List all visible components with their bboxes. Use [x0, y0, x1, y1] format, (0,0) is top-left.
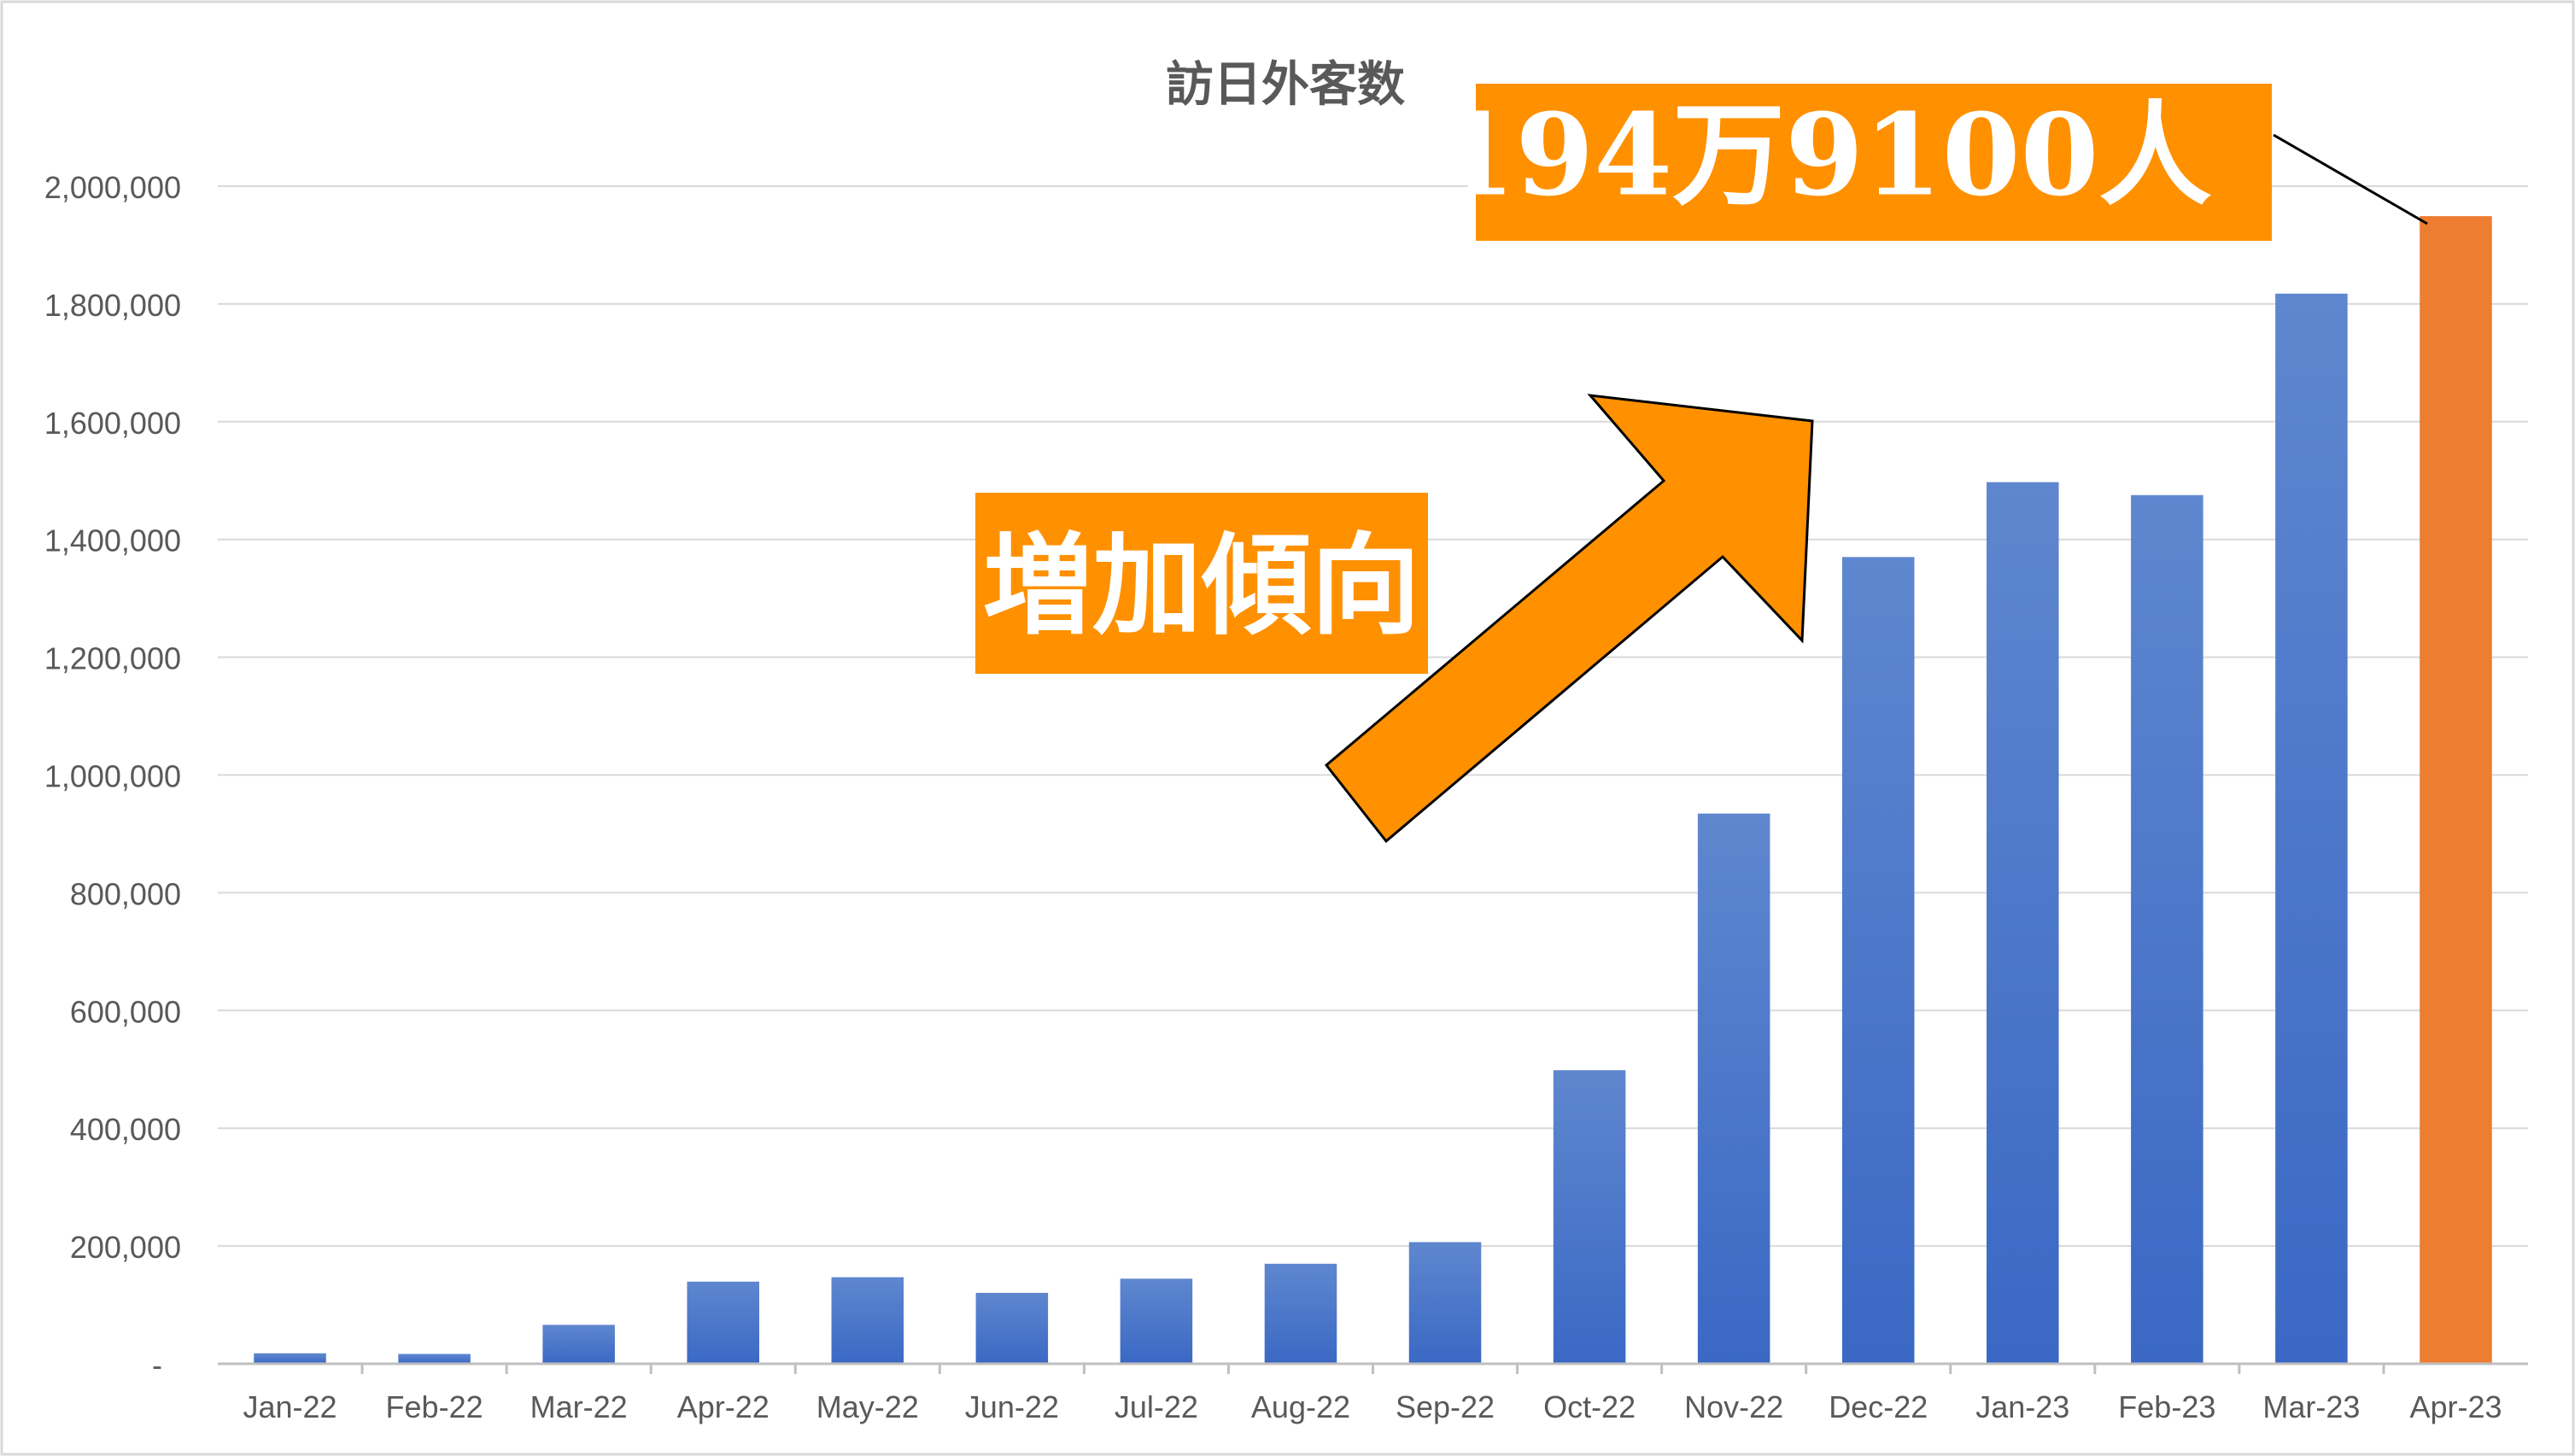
x-tick-label: Feb-23 [2118, 1389, 2215, 1424]
x-tick-label: Jun-22 [965, 1389, 1059, 1424]
y-tick-label: - [152, 1348, 162, 1383]
bar-Jun-22 [975, 1292, 1049, 1364]
x-tick-label: May-22 [816, 1389, 919, 1424]
x-tick-label: Mar-22 [530, 1389, 628, 1424]
x-tick-label: Jan-22 [243, 1389, 337, 1424]
bar-Mar-22 [542, 1324, 615, 1364]
x-tick-label: Aug-22 [1251, 1389, 1350, 1424]
y-tick-label: 2,000,000 [44, 170, 181, 205]
bar-Apr-23 [2420, 216, 2492, 1364]
bar-Feb-23 [2131, 494, 2203, 1364]
y-tick-label: 1,000,000 [44, 759, 181, 794]
bar-Jan-23 [1987, 482, 2059, 1365]
x-axis-ticks: Jan-22 Feb-22 Mar-22 Apr-22 May-22 Jun-22 Jul-… [243, 1364, 2502, 1424]
bar-Dec-22 [1841, 557, 1915, 1364]
bar-Nov-22 [1697, 813, 1770, 1364]
bar-Apr-22 [687, 1281, 759, 1364]
x-tick-label: Dec-22 [1829, 1389, 1928, 1424]
x-tick-label: Sep-22 [1396, 1389, 1495, 1424]
y-tick-label: 1,400,000 [44, 523, 181, 558]
x-tick-label: Oct-22 [1543, 1389, 1636, 1424]
bars [254, 216, 2492, 1365]
bar-Jul-22 [1120, 1278, 1193, 1364]
trend-callout-text: 増加傾向 [983, 522, 1420, 650]
bar-Sep-22 [1408, 1242, 1482, 1364]
y-tick-label: 400,000 [70, 1112, 181, 1147]
x-tick-label: Apr-22 [677, 1389, 770, 1424]
bar-May-22 [831, 1277, 904, 1364]
x-tick-label: Nov-22 [1684, 1389, 1783, 1424]
value-callout-box [1476, 84, 2272, 241]
bar-Oct-22 [1553, 1070, 1626, 1364]
bar-Aug-22 [1264, 1263, 1337, 1364]
y-tick-label: 800,000 [70, 876, 181, 911]
y-tick-label: 1,600,000 [44, 406, 181, 441]
chart-title: 訪日外客数 [1166, 57, 1405, 111]
bar-Feb-22 [398, 1354, 471, 1364]
y-tick-label: 200,000 [70, 1230, 181, 1265]
callout-leader-line [2273, 133, 2428, 225]
x-tick-label: Apr-23 [2409, 1389, 2502, 1424]
x-tick-label: Feb-22 [386, 1389, 483, 1424]
x-tick-label: Mar-23 [2262, 1389, 2360, 1424]
bar-Jan-22 [254, 1353, 326, 1364]
x-tick-label: Jul-22 [1115, 1389, 1198, 1424]
trend-callout-box [975, 493, 1428, 674]
y-tick-label: 1,800,000 [44, 288, 181, 323]
y-tick-label: 1,200,000 [44, 641, 181, 676]
y-axis-ticks: - 200,000 400,000 600,000 800,000 1,000,000 1,… [44, 170, 181, 1383]
bar-Mar-23 [2275, 293, 2348, 1364]
y-tick-label: 600,000 [70, 994, 181, 1029]
trend-arrow [1324, 394, 1814, 844]
value-callout-text: 194万9100人 [1437, 90, 2212, 222]
x-tick-label: Jan-23 [1975, 1389, 2069, 1424]
